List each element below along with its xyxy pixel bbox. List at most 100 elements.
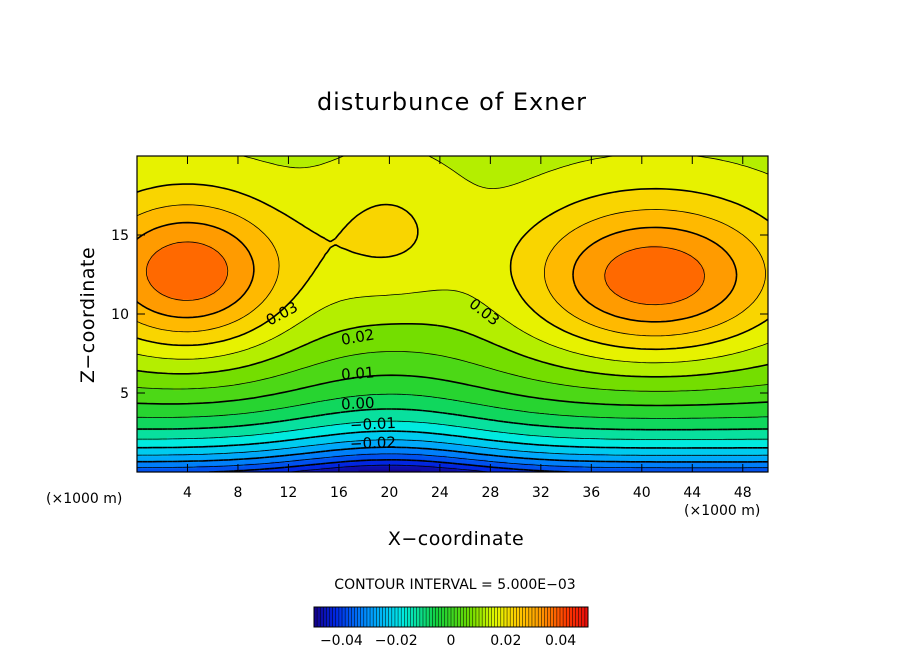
- colorbar-cell: [457, 607, 461, 627]
- x-tick-label: 32: [532, 485, 550, 501]
- colorbar-cell: [584, 607, 589, 627]
- colorbar-cell: [507, 607, 511, 627]
- colorbar-cell: [454, 607, 458, 627]
- contour-label: 0.00: [341, 394, 375, 414]
- contour-line: [145, 241, 705, 306]
- colorbar-cell: [326, 607, 330, 627]
- colorbar-cell: [345, 607, 349, 627]
- colorbar-cell: [441, 607, 446, 627]
- x-unit-right: (×1000 m): [684, 503, 761, 519]
- colorbar-cell: [497, 607, 502, 627]
- colorbar-cell: [432, 607, 436, 627]
- colorbar-cell: [503, 607, 508, 627]
- colorbar-cell: [556, 607, 561, 627]
- colorbar-cell: [553, 607, 558, 627]
- colorbar-cell: [338, 607, 343, 627]
- colorbar-cell: [376, 607, 380, 627]
- colorbar-cell: [444, 607, 449, 627]
- contour-line: [137, 323, 768, 378]
- contour-line: [137, 204, 766, 337]
- x-tick-label: 28: [481, 485, 499, 501]
- colorbar-cell: [398, 607, 402, 627]
- colorbar-cell: [522, 607, 527, 627]
- contour-line: [137, 351, 768, 392]
- colorbar-cell: [348, 607, 352, 627]
- colorbar-cell: [575, 607, 579, 627]
- y-tick-label: 10: [111, 307, 129, 323]
- colorbar-cell: [413, 607, 418, 627]
- colorbar-cell: [572, 607, 576, 627]
- colorbar: −0.04 −0.02 0 0.02 0.04: [313, 606, 589, 649]
- colorbar-cell: [332, 607, 337, 627]
- contour-line: [137, 408, 768, 431]
- colorbar-cell: [317, 607, 321, 627]
- colorbar-frame: [313, 606, 589, 628]
- colorbar-cell: [323, 607, 327, 627]
- colorbar-tick-label: 0.02: [490, 633, 521, 649]
- y-tick-label: 15: [111, 228, 129, 244]
- colorbar-cell: [363, 607, 368, 627]
- colorbar-cell: [426, 607, 430, 627]
- colorbar-cell: [463, 607, 467, 627]
- colorbar-cell: [314, 607, 318, 627]
- colorbar-cell: [357, 607, 362, 627]
- x-tick-label: 8: [233, 485, 242, 501]
- colorbar-cell: [401, 607, 405, 627]
- x-tick-label: 48: [734, 485, 752, 501]
- colorbar-cell: [541, 607, 545, 627]
- contour-label: −0.02: [350, 433, 397, 453]
- x-tick-label: 40: [633, 485, 651, 501]
- colorbar-cell: [388, 607, 393, 627]
- x-tick-label: 24: [431, 485, 449, 501]
- colorbar-cell: [382, 607, 386, 627]
- colorbar-cell: [419, 607, 424, 627]
- y-tick-label: 5: [120, 386, 129, 402]
- colorbar-cell: [404, 607, 408, 627]
- colorbar-cell: [538, 607, 542, 627]
- colorbar-cell: [559, 607, 564, 627]
- colorbar-cell: [472, 607, 477, 627]
- colorbar-cell: [535, 607, 539, 627]
- colorbar-cell: [485, 607, 489, 627]
- colorbar-cell: [429, 607, 433, 627]
- colorbar-cell: [547, 607, 551, 627]
- colorbar-cell: [528, 607, 533, 627]
- x-tick-label: 4: [183, 485, 192, 501]
- colorbar-cell: [578, 607, 583, 627]
- contour-line: [137, 156, 768, 364]
- colorbar-cell: [491, 607, 495, 627]
- contour-line: [137, 393, 768, 419]
- colorbar-cell: [519, 607, 523, 627]
- colorbar-cell: [531, 607, 536, 627]
- colorbar-cell: [469, 607, 474, 627]
- colorbar-cell: [360, 607, 365, 627]
- x-tick-label: 36: [582, 485, 600, 501]
- colorbar-cell: [566, 607, 570, 627]
- colorbar-cell: [410, 607, 414, 627]
- x-unit-left: (×1000 m): [46, 491, 123, 507]
- colorbar-cell: [544, 607, 548, 627]
- plot-area: [137, 156, 768, 472]
- contour-line: [137, 430, 768, 449]
- colorbar-cell: [335, 607, 340, 627]
- colorbar-cell: [435, 607, 439, 627]
- contour-label: 0.01: [341, 363, 376, 383]
- x-tick-label: 44: [683, 485, 701, 501]
- colorbar-cell: [482, 607, 486, 627]
- contour-label: −0.01: [350, 414, 397, 434]
- colorbar-cell: [475, 607, 480, 627]
- colorbar-cell: [525, 607, 530, 627]
- colorbar-cell: [385, 607, 390, 627]
- color-field: [137, 156, 768, 472]
- colorbar-cell: [569, 607, 573, 627]
- colorbar-cell: [479, 607, 483, 627]
- chart-title: disturbunce of Exner: [316, 88, 588, 116]
- colorbar-cell: [510, 607, 514, 627]
- colorbar-cell: [329, 607, 333, 627]
- colorbar-cell: [366, 607, 371, 627]
- colorbar-cell: [438, 607, 442, 627]
- colorbar-cell: [416, 607, 421, 627]
- contour-line: [137, 439, 768, 456]
